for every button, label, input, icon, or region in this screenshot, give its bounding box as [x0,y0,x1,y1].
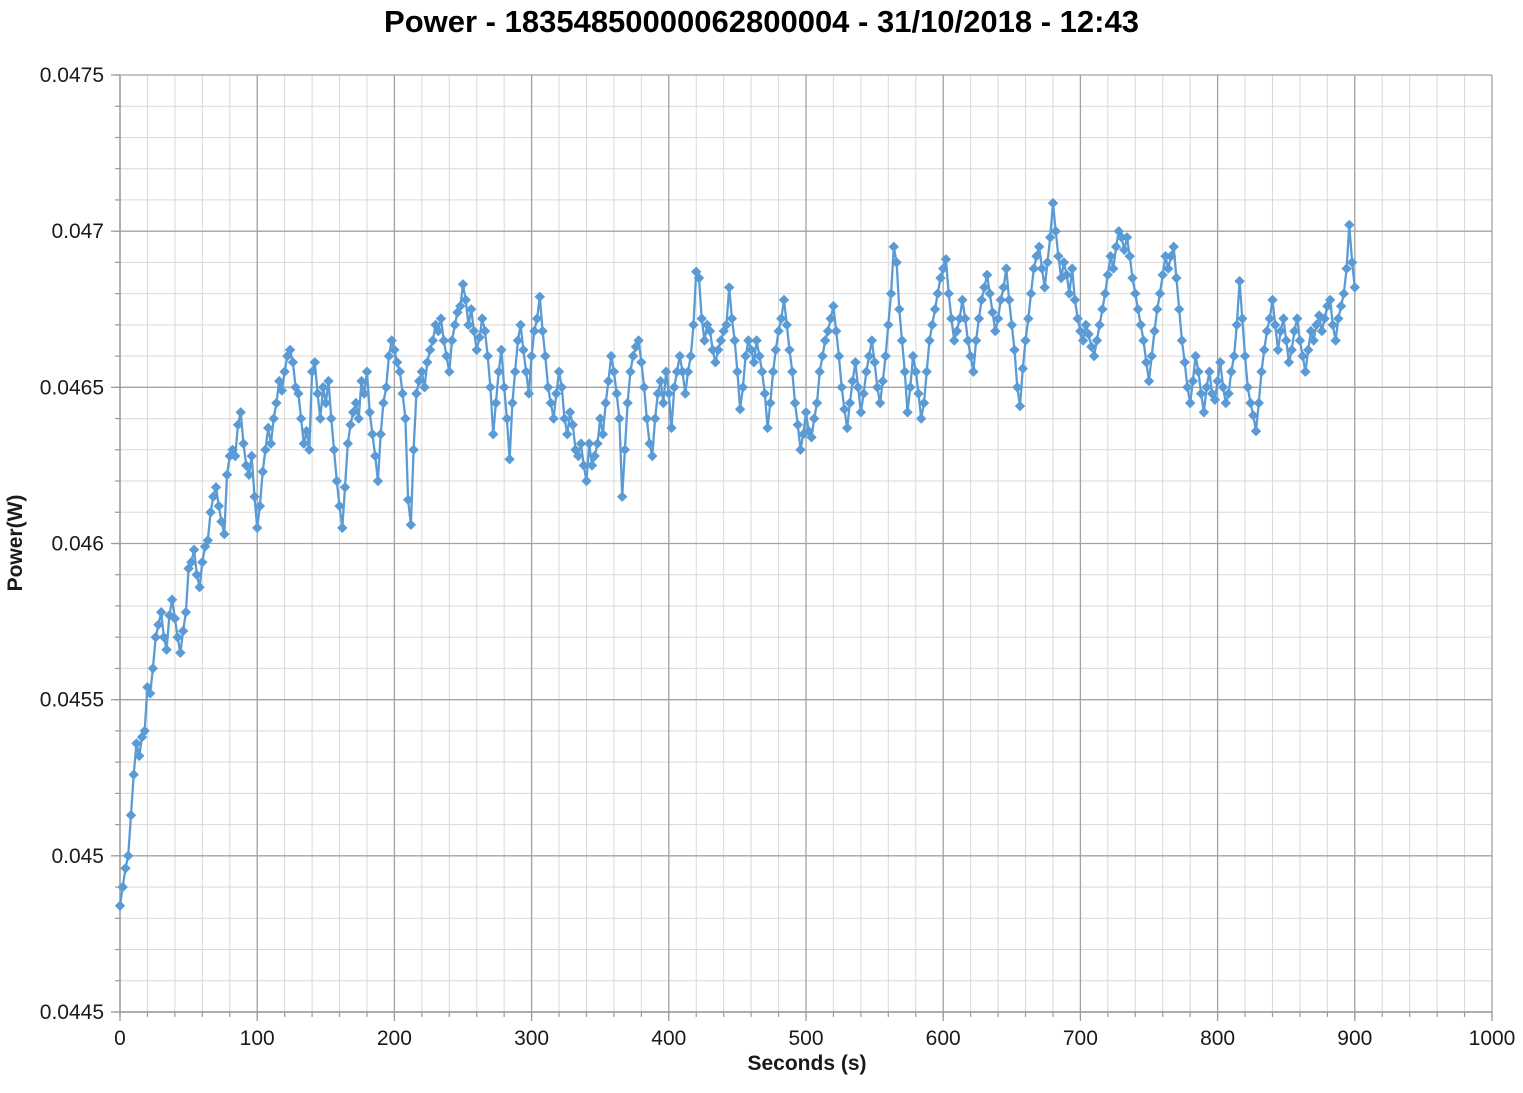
x-tick-labels: 0 100 200 300 400 500 600 700 800 900 1000 [114,1027,1515,1050]
series-markers [114,197,1360,911]
x-tick-label: 100 [240,1027,275,1050]
y-tick-label: 0.046 [51,533,104,556]
y-tick-label: 0.0465 [40,376,104,399]
x-tick-label: 400 [651,1027,686,1050]
chart-title: Power - 18354850000062800004 - 31/10/201… [384,4,1139,39]
y-tick-label: 0.045 [51,845,104,868]
x-tick-label: 800 [1200,1027,1235,1050]
x-tick-label: 700 [1063,1027,1098,1050]
axes [111,74,1493,1021]
x-tick-label: 300 [514,1027,549,1050]
grid-major [119,74,1493,1013]
x-tick-label: 0 [114,1027,126,1050]
x-tick-label: 900 [1337,1027,1372,1050]
x-tick-label: 600 [926,1027,961,1050]
y-tick-label: 0.0455 [40,689,104,712]
y-tick-label: 0.047 [51,220,104,243]
x-tick-label: 1000 [1469,1027,1516,1050]
y-tick-labels: 0.0445 0.045 0.0455 0.046 0.0465 0.047 0.0475 [40,64,104,1024]
series-line [118,201,1356,907]
y-tick-label: 0.0445 [40,1001,104,1024]
y-tick-label: 0.0475 [40,64,104,87]
x-tick-label: 500 [788,1027,823,1050]
x-axis-title: Seconds (s) [747,1052,867,1075]
x-tick-label: 200 [377,1027,412,1050]
